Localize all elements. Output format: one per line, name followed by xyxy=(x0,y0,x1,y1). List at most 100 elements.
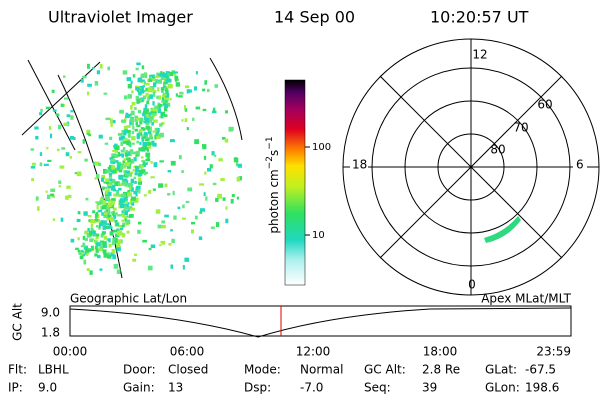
speckle xyxy=(103,92,108,95)
speckle xyxy=(135,67,139,71)
lat-label: 70 xyxy=(513,121,528,135)
speckle xyxy=(160,87,165,91)
speckle xyxy=(76,218,81,223)
label-bg xyxy=(573,158,587,172)
speckle xyxy=(140,89,145,94)
speckle xyxy=(144,90,147,93)
speckle xyxy=(178,155,182,160)
speckle xyxy=(166,76,169,81)
speckle xyxy=(113,169,117,174)
speckle xyxy=(164,183,168,188)
speckle xyxy=(121,130,124,135)
speckle xyxy=(139,141,142,145)
speckle xyxy=(116,190,120,196)
aurora xyxy=(484,216,521,243)
speckle xyxy=(165,87,168,93)
speckle xyxy=(60,217,64,222)
speckle xyxy=(167,83,173,89)
speckle xyxy=(131,130,135,135)
speckle xyxy=(137,89,140,93)
speckle xyxy=(181,119,184,122)
speckle xyxy=(92,234,95,237)
speckle xyxy=(140,156,144,159)
speckle xyxy=(50,188,56,192)
speckle xyxy=(150,176,155,179)
speckle xyxy=(118,168,123,173)
speckle xyxy=(205,196,208,201)
speckle xyxy=(140,118,144,122)
speckle xyxy=(136,185,141,191)
speckle xyxy=(84,238,88,241)
footer-key: Seq: xyxy=(364,381,391,395)
speckle xyxy=(161,90,164,93)
speckle xyxy=(139,129,143,133)
speckle xyxy=(127,83,132,89)
speckle xyxy=(145,82,150,86)
speckle xyxy=(207,167,212,172)
speckle xyxy=(225,110,229,114)
speckle xyxy=(111,249,116,254)
speckle xyxy=(148,247,152,251)
speckle xyxy=(35,196,39,201)
speckle xyxy=(131,90,134,94)
speckle xyxy=(217,193,222,199)
speckle xyxy=(108,172,112,178)
speckle xyxy=(118,187,122,191)
speckle xyxy=(159,132,164,138)
speckle xyxy=(111,156,115,159)
speckle xyxy=(138,147,143,152)
speckle xyxy=(153,162,158,168)
speckle xyxy=(164,86,168,89)
speckle xyxy=(146,147,150,152)
mlt-label: 12 xyxy=(472,48,487,62)
speckle xyxy=(140,165,144,169)
speckle xyxy=(125,150,129,153)
speckle xyxy=(130,207,136,211)
speckle xyxy=(48,126,52,130)
speckle xyxy=(105,223,111,226)
speckle xyxy=(131,202,135,206)
speckle xyxy=(83,259,87,265)
speckle xyxy=(104,142,109,145)
speckle xyxy=(87,228,90,232)
strip-x-tick: 12:00 xyxy=(296,345,331,359)
speckle xyxy=(204,171,207,175)
speckle xyxy=(108,243,112,248)
speckle xyxy=(132,151,137,155)
speckle xyxy=(114,145,120,151)
speckle xyxy=(220,178,225,181)
speckle xyxy=(152,89,157,93)
speckle xyxy=(109,164,114,169)
speckle xyxy=(235,161,238,167)
speckle xyxy=(123,196,128,201)
speckle xyxy=(50,193,55,197)
speckle xyxy=(152,101,155,106)
strip-y-tick: 1.8 xyxy=(41,326,60,340)
speckle xyxy=(160,240,166,244)
speckle xyxy=(98,247,103,252)
speckle xyxy=(212,182,217,186)
speckle xyxy=(139,169,143,175)
speckle xyxy=(121,219,125,222)
speckle xyxy=(165,71,170,76)
speckle xyxy=(143,132,148,136)
speckle xyxy=(236,176,241,182)
speckle xyxy=(112,207,117,211)
footer: Flt: LBHL Door: Closed Mode: Normal GC Alt: 2.8… xyxy=(8,363,559,395)
speckle xyxy=(77,211,81,215)
speckle xyxy=(161,100,166,103)
speckle xyxy=(154,128,158,131)
speckle xyxy=(159,160,164,163)
speckle xyxy=(108,208,111,213)
speckle xyxy=(142,239,147,243)
speckle xyxy=(82,242,86,247)
speckle xyxy=(80,245,86,248)
speckle xyxy=(90,219,94,224)
speckle xyxy=(162,100,168,106)
speckle xyxy=(142,161,145,166)
speckle xyxy=(99,222,102,228)
speckle xyxy=(224,138,229,143)
speckle xyxy=(162,73,168,78)
speckle xyxy=(221,137,226,140)
